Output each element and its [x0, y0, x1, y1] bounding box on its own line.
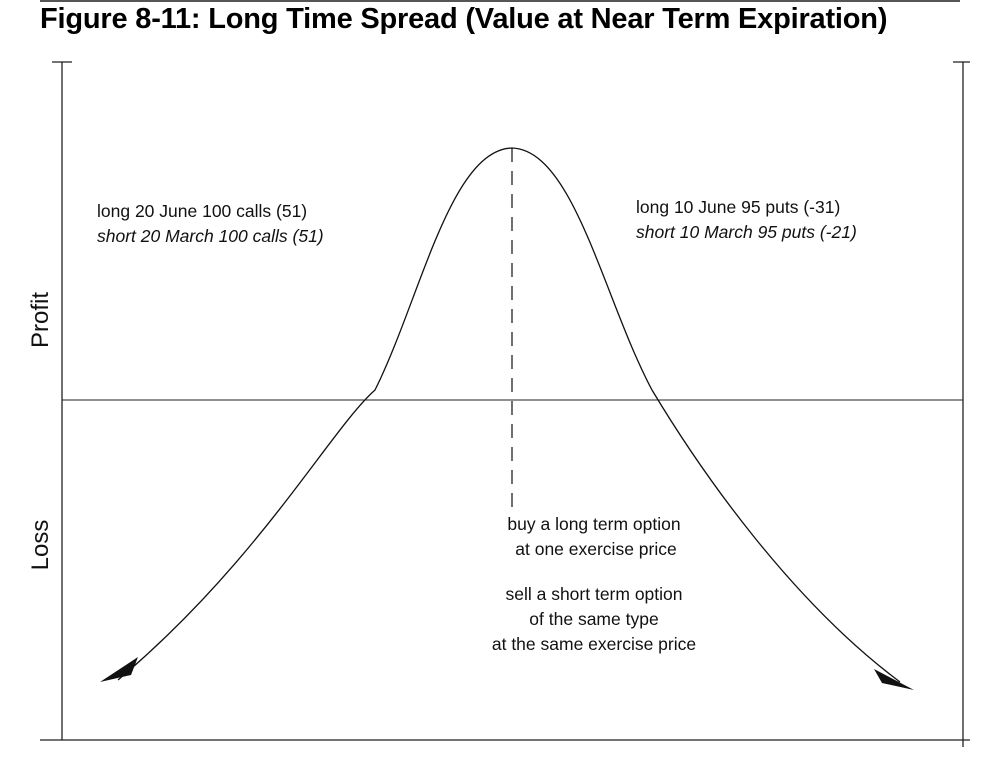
annotation-sell-line2: of the same type: [529, 609, 658, 629]
right-arrowhead: [874, 669, 914, 690]
annotation-right-short: short 10 March 95 puts (-21): [636, 222, 857, 242]
annotation-sell-line1: sell a short term option: [505, 584, 682, 604]
annotation-left-short: short 20 March 100 calls (51): [97, 226, 324, 246]
annotation-buy-line1: buy a long term option: [507, 514, 680, 534]
y-label-profit: Profit: [27, 292, 54, 348]
profit-curve: [117, 147, 901, 683]
top-rule: [40, 0, 960, 2]
annotation-sell-line3: at the same exercise price: [492, 634, 696, 654]
annotation-buy-line2: at one exercise price: [515, 539, 676, 559]
annotation-right-long: long 10 June 95 puts (-31): [636, 197, 840, 217]
annotation-left-long: long 20 June 100 calls (51): [97, 201, 307, 221]
y-label-loss: Loss: [27, 520, 54, 571]
figure-title: Figure 8-11: Long Time Spread (Value at …: [40, 3, 888, 35]
left-arrowhead: [100, 657, 138, 682]
